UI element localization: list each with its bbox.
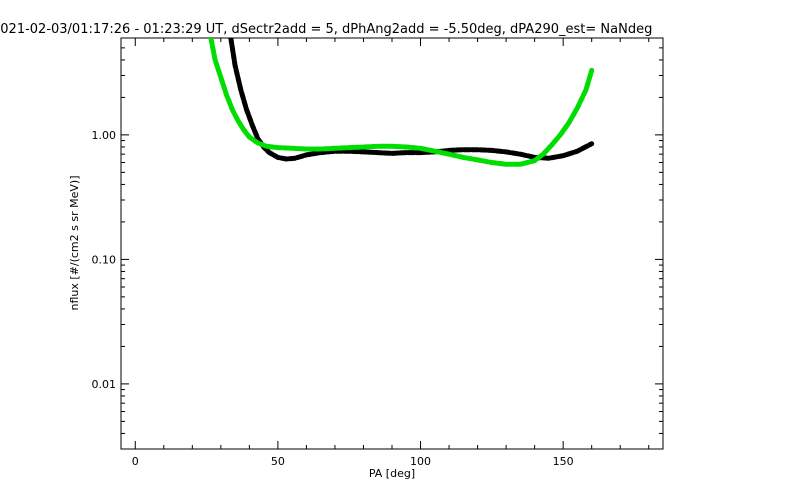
x-axis-label: PA [deg] [369, 467, 415, 480]
y-tick-label: 1.00 [92, 129, 117, 142]
y-tick-label: 0.10 [92, 253, 117, 266]
axis-ticks [121, 37, 663, 450]
x-tick-label: 150 [553, 455, 574, 468]
series-line-green [208, 38, 595, 167]
x-tick-label: 50 [271, 455, 285, 468]
x-tick-label: 0 [132, 455, 139, 468]
y-tick-labels: 0.01 0.10 1.00 [92, 129, 117, 391]
chart-title: 2021-02-03/01:17:26 - 01:23:29 UT, dSect… [0, 22, 652, 37]
x-tick-labels: 0 50 100 150 [132, 455, 574, 468]
series-layer [208, 38, 595, 167]
series-line-black [228, 38, 595, 162]
y-tick-label: 0.01 [92, 378, 117, 391]
x-tick-label: 100 [410, 455, 431, 468]
y-axis-label: nflux [#/(cm2 s sr MeV)] [68, 176, 81, 311]
